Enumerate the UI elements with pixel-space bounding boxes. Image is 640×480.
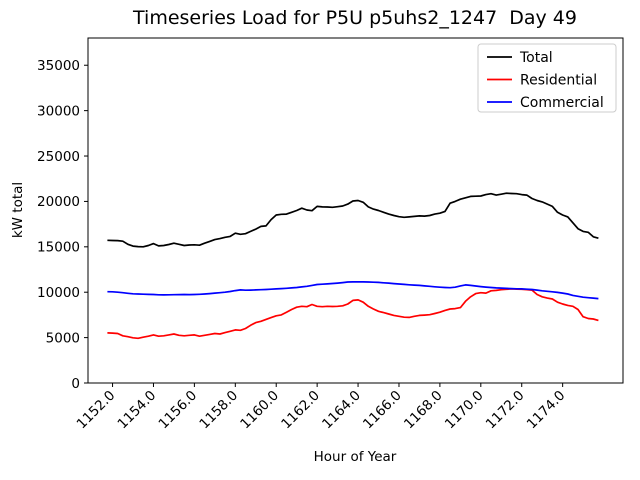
legend-label: Total <box>519 50 553 66</box>
legend-item-residential: Residential <box>487 72 597 88</box>
x-axis-ticks: 1152.01154.01156.01158.01160.01162.01164… <box>74 383 569 433</box>
y-tick-label: 10000 <box>37 285 80 301</box>
x-tick-label: 1168.0 <box>401 388 446 433</box>
legend-box <box>477 43 617 113</box>
x-tick-label: 1166.0 <box>360 388 405 433</box>
x-tick-label: 1172.0 <box>483 388 528 433</box>
x-tick-label: 1156.0 <box>155 388 200 433</box>
x-tick-label: 1170.0 <box>442 388 487 433</box>
x-tick-label: 1162.0 <box>278 388 323 433</box>
legend-label: Commercial <box>520 95 604 111</box>
series-line-total <box>107 192 599 248</box>
series-line-residential <box>107 288 599 340</box>
y-axis-ticks: 0 5000 10000 15000 20000 25000 30000 35000 <box>37 58 88 392</box>
legend-item-total: Total <box>487 50 553 66</box>
y-tick-label: 35000 <box>37 58 80 74</box>
y-tick-label: 5000 <box>46 330 80 346</box>
legend-label: Residential <box>520 72 597 88</box>
y-tick-label: 25000 <box>37 149 80 165</box>
y-axis-label: kW total <box>10 182 26 238</box>
series-line-commercial <box>107 280 599 300</box>
x-tick-label: 1158.0 <box>196 388 241 433</box>
y-tick-label: 15000 <box>37 240 80 256</box>
plot-area <box>87 37 624 384</box>
y-tick-label: 20000 <box>37 194 80 210</box>
x-tick-label: 1152.0 <box>74 388 119 433</box>
y-tick-label: 30000 <box>37 103 80 119</box>
series-lines <box>107 192 599 340</box>
y-tick-label: 0 <box>71 376 80 392</box>
chart-title: Timeseries Load for P5U p5uhs2_1247 Day … <box>132 7 577 29</box>
x-tick-label: 1174.0 <box>524 388 569 433</box>
x-tick-label: 1164.0 <box>319 388 364 433</box>
legend: Total Residential Commercial <box>477 43 617 113</box>
x-axis-label: Hour of Year <box>314 449 397 465</box>
x-tick-label: 1160.0 <box>237 388 282 433</box>
legend-item-commercial: Commercial <box>487 95 604 111</box>
x-tick-label: 1154.0 <box>115 388 160 433</box>
